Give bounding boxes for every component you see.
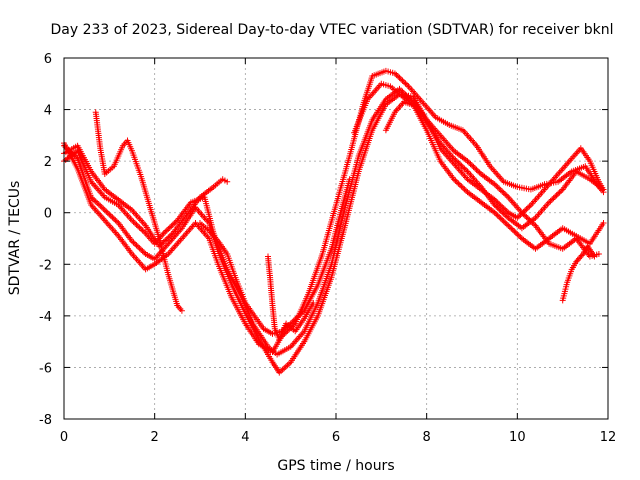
x-tick-label: 2	[151, 430, 159, 445]
y-tick-label: 2	[44, 155, 52, 170]
series-satellite-track-10	[197, 176, 353, 337]
x-axis-label: GPS time / hours	[277, 458, 394, 474]
series-markers	[382, 98, 602, 260]
x-tick-label: 12	[600, 430, 617, 445]
x-tick-labels: 0 2 4 6 8 10 12	[60, 430, 616, 445]
chart-title: Day 233 of 2023, Sidereal Day-to-day VTE…	[51, 22, 614, 38]
y-tick-label: -4	[39, 310, 52, 325]
x-tick-label: 6	[332, 430, 340, 445]
series-markers	[197, 176, 353, 337]
x-tick-label: 8	[423, 430, 431, 445]
x-tick-label: 4	[241, 430, 249, 445]
series-satellite-track-8	[265, 253, 317, 343]
y-tick-label: -6	[39, 361, 52, 376]
y-tick-label: 6	[44, 52, 52, 67]
series-satellite-track-4	[61, 142, 231, 250]
x-tick-label: 0	[60, 430, 68, 445]
y-tick-label: 0	[44, 207, 52, 222]
tick-marks	[63, 57, 609, 420]
series-markers	[559, 243, 598, 304]
y-tick-label: 4	[44, 104, 52, 119]
series-markers	[92, 109, 185, 314]
y-tick-label: -2	[39, 258, 52, 273]
y-tick-labels: -8 -6 -4 -2 0 2 4 6	[39, 52, 52, 428]
series-satellite-track-2	[61, 91, 607, 376]
data-series-group	[61, 67, 607, 376]
series-satellite-track-9	[559, 243, 598, 304]
y-tick-label: -8	[39, 413, 52, 428]
series-satellite-track-7	[382, 98, 602, 260]
series-satellite-track-5	[92, 109, 185, 314]
x-tick-label: 10	[509, 430, 526, 445]
y-axis-label: SDTVAR / TECUs	[7, 181, 23, 296]
